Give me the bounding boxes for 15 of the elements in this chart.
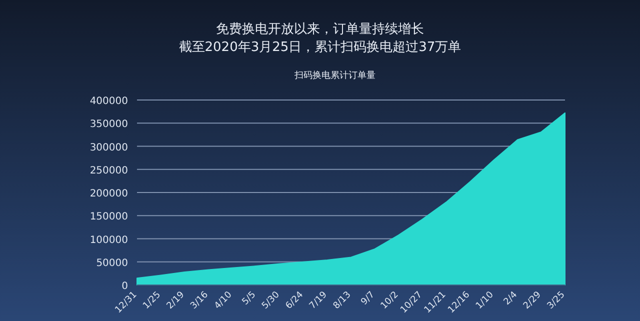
chart-subtitle: 截至2020年3月25日，累计扫码换电超过37万单: [178, 40, 462, 55]
y-tick-label: 400000: [90, 96, 128, 107]
text: 扫码换电累计订单量: [294, 70, 376, 81]
x-tick-label: 9/7: [360, 290, 377, 308]
y-tick-label: 0: [122, 281, 128, 292]
chart-title: 免费换电开放以来，订单量持续增长: [216, 22, 424, 37]
y-tick-label: 150000: [90, 212, 128, 223]
x-tick-label: 5/5: [240, 290, 258, 308]
y-tick-label: 250000: [90, 165, 128, 176]
y-tick-label: 200000: [90, 188, 128, 200]
y-tick-label: 300000: [90, 142, 128, 154]
y-tick-label: 350000: [90, 119, 128, 130]
y-tick-label: 100000: [90, 234, 128, 246]
x-tick-label: 2/4: [502, 290, 520, 308]
y-tick-label: 50000: [96, 258, 128, 269]
